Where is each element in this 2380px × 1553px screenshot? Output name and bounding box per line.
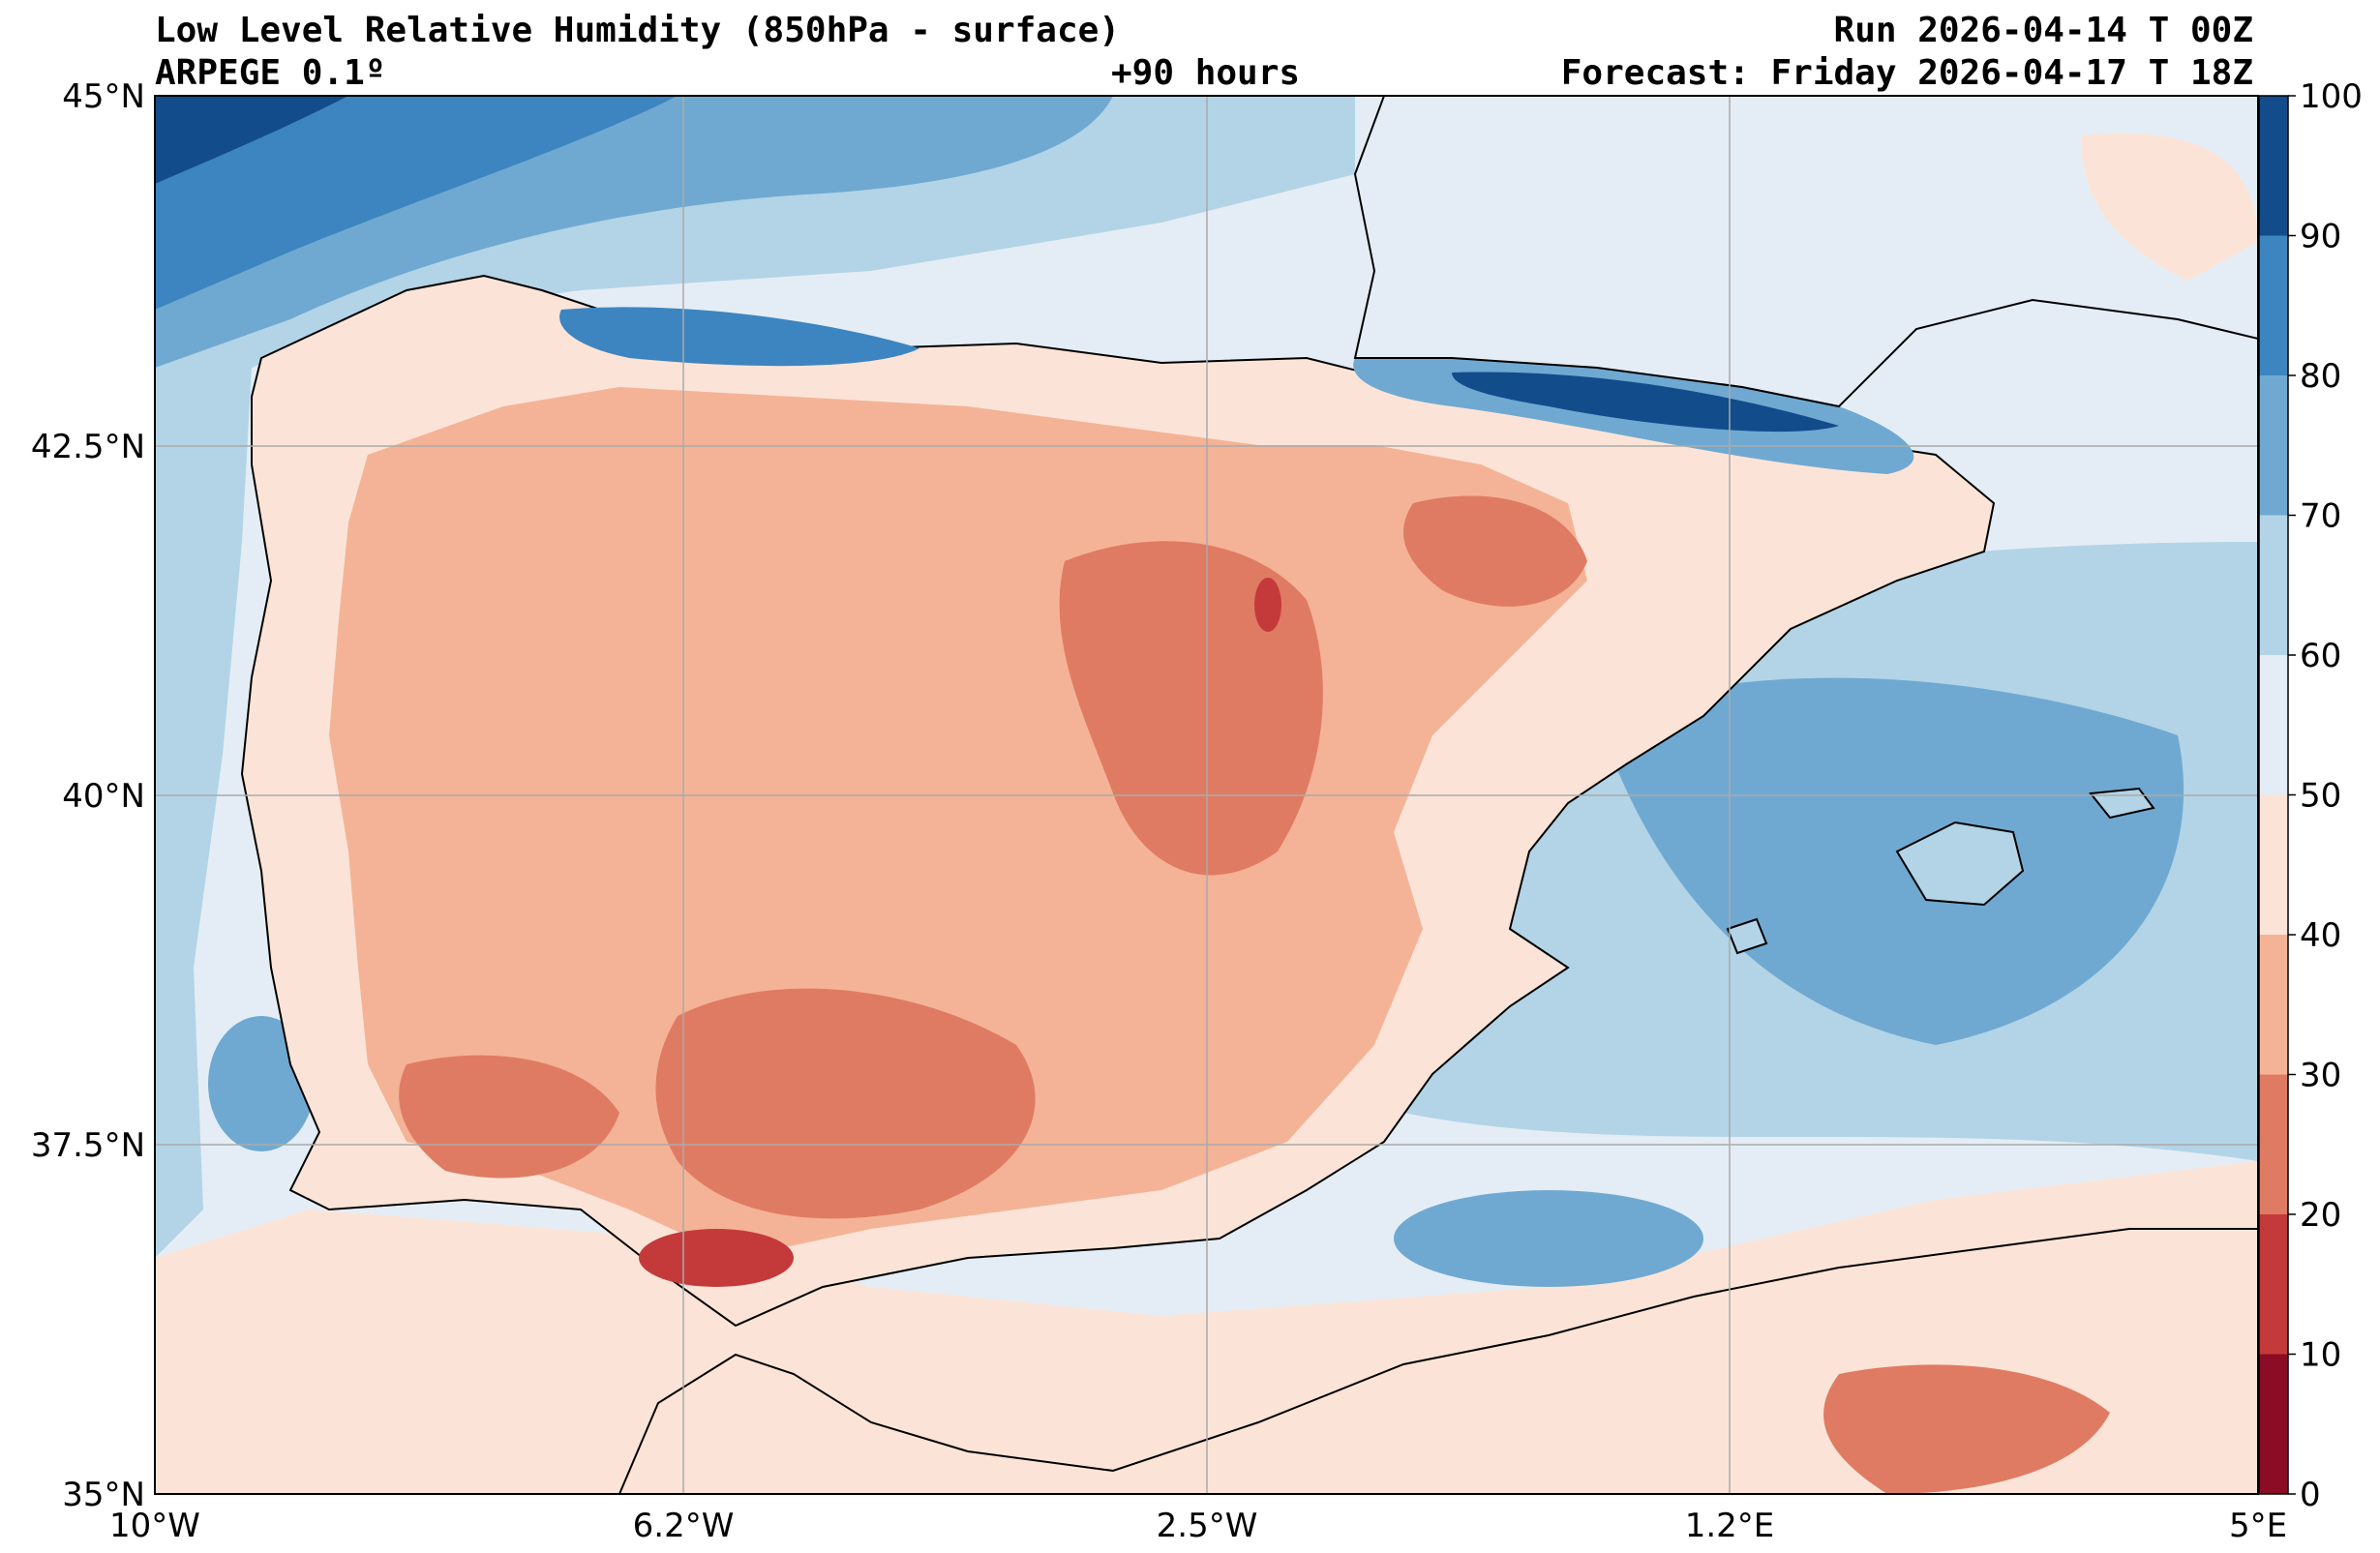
colorbar	[2258, 95, 2296, 1495]
colorbar-tick-label: 80	[2300, 357, 2341, 396]
colorbar-tick-label: 40	[2300, 916, 2341, 955]
colorbar-tick-label: 30	[2300, 1057, 2341, 1095]
forecast-time: Forecast: Friday 2026-04-17 T 18Z	[1560, 53, 2253, 93]
mediterranean-core	[1597, 677, 2184, 1045]
model-name: ARPEGE 0.1º	[155, 53, 386, 93]
colorbar-tick-label: 60	[2300, 637, 2341, 675]
colorbar-segment	[2259, 375, 2288, 516]
x-tick-label: 10°W	[109, 1507, 200, 1545]
colorbar-segment	[2259, 794, 2288, 935]
y-tick-label: 37.5°N	[31, 1126, 145, 1165]
guadalquivir-dry	[399, 1055, 619, 1179]
colorbar-segment	[2259, 235, 2288, 375]
france-dry-patch	[2081, 133, 2258, 281]
biscay-high-band	[155, 96, 678, 310]
y-axis: 45°N 42.5°N 40°N 37.5°N 35°N	[31, 77, 145, 1514]
colorbar-tick-label: 50	[2300, 777, 2341, 816]
colorbar-segment	[2259, 1354, 2288, 1494]
lead-time: +90 hours	[1111, 53, 1301, 93]
cantabrian-moist	[559, 307, 919, 367]
x-tick-label: 5°E	[2229, 1507, 2287, 1545]
colorbar-tick-label: 70	[2300, 497, 2341, 536]
colorbar-segment	[2259, 515, 2288, 655]
chart-title: Low Level Relative Humidity (850hPa - su…	[155, 11, 1120, 50]
ibiza-island	[1726, 917, 1768, 955]
y-tick-label: 45°N	[62, 77, 145, 116]
run-time: Run 2026-04-14 T 00Z	[1833, 11, 2253, 50]
plot-frame	[154, 95, 2259, 1495]
colorbar-segment	[2259, 96, 2288, 236]
teruel-very-dry	[1254, 578, 1281, 632]
mallorca-island	[1895, 821, 2025, 907]
colorbar-segment	[2259, 1074, 2288, 1214]
france-landmass	[1353, 96, 2258, 408]
colorbar-tick-label: 0	[2300, 1476, 2321, 1514]
colorbar-tick-label: 20	[2300, 1196, 2341, 1235]
x-tick-label: 1.2°E	[1685, 1507, 1775, 1545]
biscay-max-band	[155, 96, 348, 184]
colorbar-labels: 0 10 20 30 40 50 60 70 80 90 100	[2300, 77, 2363, 1514]
colorbar-tick-label: 10	[2300, 1336, 2341, 1375]
central-dry-core	[1059, 541, 1323, 876]
colorbar-tick-label: 100	[2300, 77, 2363, 116]
y-tick-label: 42.5°N	[31, 428, 145, 466]
x-tick-label: 2.5°W	[1157, 1507, 1258, 1545]
ebro-dry	[1403, 495, 1587, 607]
y-tick-label: 35°N	[62, 1476, 145, 1514]
pyrenees-very-moist	[1452, 372, 1839, 433]
cadiz-very-dry	[639, 1229, 794, 1287]
colorbar-tick-label: 90	[2300, 218, 2341, 256]
africa-dry-core	[1823, 1364, 2110, 1494]
alboran-moist-patch	[1394, 1190, 1703, 1287]
colorbar-segment	[2259, 655, 2288, 795]
y-tick-label: 40°N	[62, 777, 145, 816]
colorbar-segment	[2259, 935, 2288, 1075]
x-axis: 10°W 6.2°W 2.5°W 1.2°E 5°E	[109, 1507, 2287, 1545]
x-tick-label: 6.2°W	[633, 1507, 735, 1545]
colorbar-segment	[2259, 1214, 2288, 1355]
southern-dry-core	[655, 988, 1036, 1219]
